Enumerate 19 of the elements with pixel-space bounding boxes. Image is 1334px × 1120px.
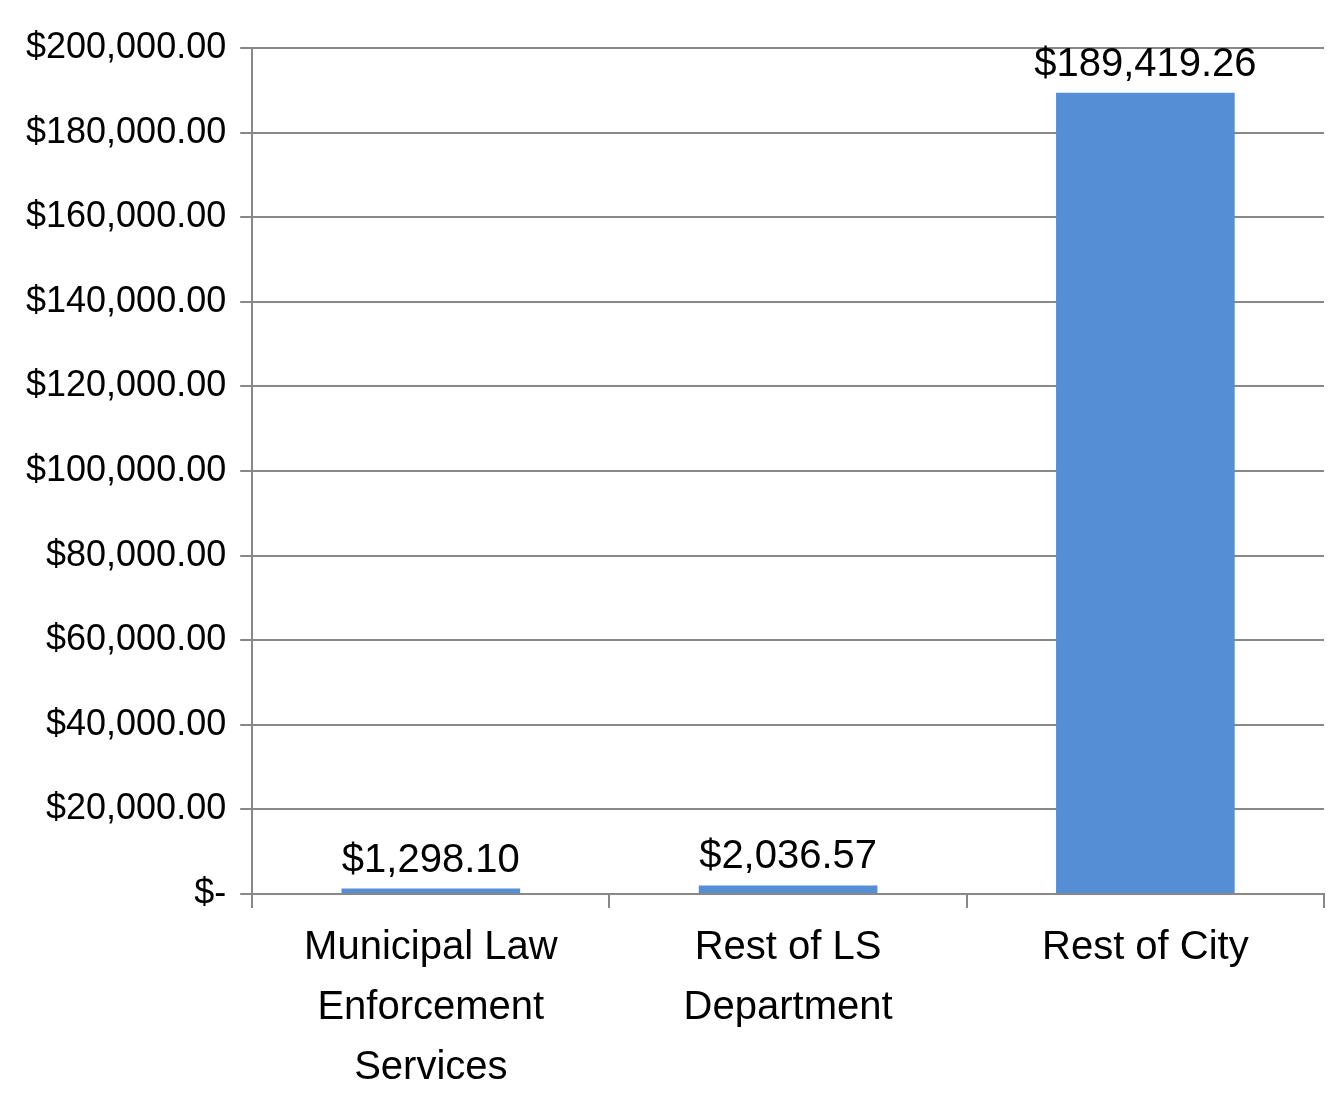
- y-tick-label: $200,000.00: [25, 24, 227, 66]
- y-tick-label: $80,000.00: [46, 532, 227, 574]
- bar: [698, 885, 878, 893]
- y-tick-label: $60,000.00: [46, 617, 227, 659]
- x-tick-label: Municipal Law Enforcement Services: [304, 923, 558, 1088]
- y-tick-label: $180,000.00: [25, 109, 227, 151]
- bar: [1056, 92, 1235, 893]
- x-tick-label: Rest of LS Department: [683, 923, 893, 1028]
- y-tick-label: $120,000.00: [25, 363, 227, 405]
- y-tick-label: $20,000.00: [46, 786, 227, 828]
- data-label: $189,419.26: [1034, 39, 1257, 84]
- data-label: $1,298.10: [341, 835, 520, 880]
- x-tick-label: Rest of City: [1042, 923, 1249, 968]
- y-tick-label: $40,000.00: [46, 701, 227, 743]
- data-label: $2,036.57: [699, 832, 878, 877]
- y-tick-label: $-: [194, 870, 227, 912]
- y-tick-label: $100,000.00: [25, 447, 227, 489]
- y-tick-label: $160,000.00: [25, 194, 227, 236]
- y-tick-label: $140,000.00: [25, 278, 227, 320]
